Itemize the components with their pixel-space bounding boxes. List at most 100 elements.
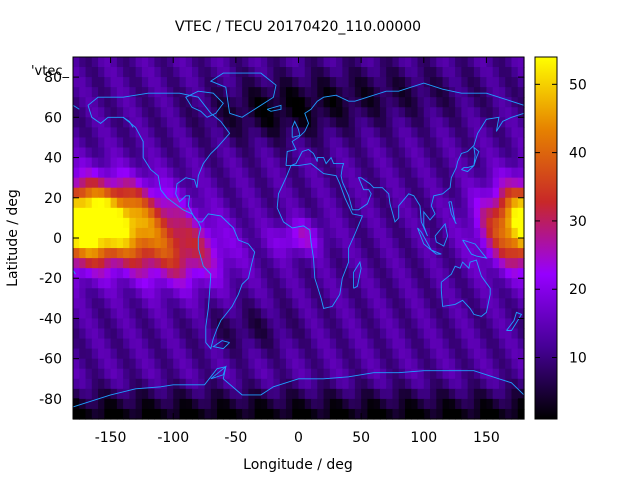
heatmap-cell — [123, 368, 130, 380]
heatmap-cell — [404, 187, 412, 199]
heatmap-cell — [398, 97, 406, 108]
heatmap-cell — [473, 328, 481, 340]
heatmap-cell — [110, 248, 118, 259]
heatmap-cell — [404, 338, 412, 350]
heatmap-cell — [285, 197, 293, 209]
heatmap-cell — [104, 157, 112, 169]
heatmap-cell — [455, 107, 462, 118]
heatmap-cell — [141, 288, 149, 299]
heatmap-cell — [311, 388, 318, 400]
heatmap-cell — [492, 258, 500, 269]
heatmap-cell — [436, 197, 444, 209]
heatmap-cell — [279, 57, 287, 68]
heatmap-cell — [91, 348, 99, 360]
heatmap-cell — [160, 398, 168, 410]
heatmap-cell — [242, 318, 249, 330]
heatmap-cell — [116, 187, 124, 199]
heatmap-cell — [116, 278, 124, 289]
heatmap-cell — [73, 87, 80, 98]
heatmap-cell — [223, 57, 231, 68]
heatmap-cell — [110, 147, 118, 159]
heatmap-cell — [361, 77, 368, 88]
heatmap-cell — [298, 127, 306, 139]
heatmap-cell — [342, 348, 350, 360]
heatmap-cell — [110, 278, 118, 289]
heatmap-cell — [85, 167, 93, 179]
heatmap-cell — [511, 318, 519, 330]
heatmap-cell — [436, 318, 444, 330]
heatmap-cell — [91, 238, 99, 249]
heatmap-cell — [511, 157, 519, 169]
heatmap-cell — [298, 207, 306, 219]
y-tick-label: 60 — [44, 110, 62, 126]
heatmap-cell — [235, 217, 243, 229]
heatmap-cell — [329, 298, 337, 309]
heatmap-cell — [285, 57, 293, 68]
heatmap-cell — [467, 318, 475, 330]
heatmap-cell — [91, 318, 99, 330]
heatmap-cell — [436, 398, 444, 410]
heatmap-cell — [342, 157, 350, 169]
heatmap-cell — [242, 398, 249, 410]
heatmap-cell — [423, 187, 431, 199]
heatmap-cell — [217, 147, 224, 159]
heatmap-cell — [367, 378, 375, 390]
heatmap-cell — [367, 197, 375, 209]
heatmap-cell — [229, 167, 237, 179]
heatmap-cell — [285, 157, 293, 169]
heatmap-cell — [179, 67, 187, 78]
heatmap-cell — [154, 137, 162, 149]
heatmap-cell — [348, 238, 356, 249]
heatmap-cell — [292, 177, 300, 189]
heatmap-cell — [417, 167, 425, 179]
heatmap-cell — [436, 87, 444, 98]
heatmap-cell — [148, 137, 156, 149]
heatmap-cell — [248, 67, 256, 78]
heatmap-cell — [442, 408, 450, 420]
heatmap-cell — [210, 378, 218, 390]
heatmap-cell — [386, 177, 394, 189]
heatmap-cell — [361, 197, 368, 209]
heatmap-cell — [235, 227, 243, 239]
heatmap-cell — [73, 167, 80, 179]
heatmap-cell — [141, 197, 149, 209]
heatmap-cell — [179, 197, 187, 209]
heatmap-cell — [267, 67, 275, 78]
heatmap-cell — [373, 127, 381, 139]
heatmap-cell — [392, 147, 400, 159]
heatmap-cell — [304, 248, 312, 259]
heatmap-cell — [217, 398, 224, 410]
heatmap-cell — [179, 167, 187, 179]
heatmap-cell — [154, 107, 162, 118]
heatmap-cell — [473, 157, 481, 169]
heatmap-cell — [379, 268, 387, 279]
heatmap-cell — [448, 278, 456, 289]
heatmap-cell — [323, 358, 331, 370]
heatmap-cell — [148, 328, 156, 340]
heatmap-cell — [354, 388, 362, 400]
heatmap-cell — [179, 358, 187, 370]
heatmap-cell — [179, 308, 187, 320]
heatmap-cell — [185, 398, 193, 410]
heatmap-cell — [235, 288, 243, 299]
heatmap-cell — [154, 187, 162, 199]
heatmap-cell — [285, 217, 293, 229]
heatmap-cell — [373, 298, 381, 309]
heatmap-cell — [511, 328, 519, 340]
heatmap-cell — [179, 318, 187, 330]
heatmap-cell — [185, 127, 193, 139]
heatmap-cell — [73, 258, 80, 269]
heatmap-cell — [223, 408, 231, 420]
heatmap-cell — [367, 268, 375, 279]
heatmap-cell — [135, 117, 143, 128]
heatmap-cell — [311, 87, 318, 98]
heatmap-cell — [160, 137, 168, 149]
heatmap-cell — [110, 207, 118, 219]
heatmap-cell — [135, 398, 143, 410]
heatmap-cell — [173, 77, 181, 88]
heatmap-cell — [235, 177, 243, 189]
heatmap-cell — [423, 278, 431, 289]
heatmap-cell — [367, 298, 375, 309]
heatmap-cell — [260, 207, 268, 219]
heatmap-cell — [498, 127, 506, 139]
